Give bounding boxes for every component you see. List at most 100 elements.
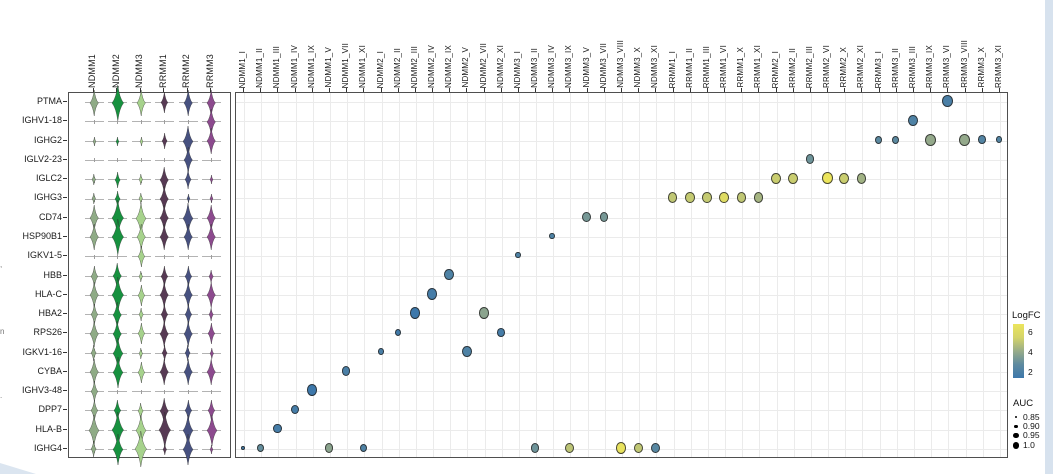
gridline-horizontal bbox=[236, 371, 1007, 373]
marker-dot-RRMM3_III bbox=[908, 114, 919, 127]
cluster-label: NDMM3_II bbox=[530, 48, 540, 88]
cluster-label: RRMM2_III bbox=[804, 45, 814, 88]
violin-shape bbox=[183, 359, 193, 386]
marker-dot-RRMM1_X bbox=[736, 192, 747, 203]
violin-shape bbox=[209, 308, 214, 322]
gridline-horizontal bbox=[236, 333, 1007, 335]
gridline-vertical bbox=[742, 93, 744, 457]
cluster-tick bbox=[466, 88, 468, 92]
gridline-horizontal bbox=[236, 102, 1007, 104]
gridline-vertical bbox=[536, 93, 538, 457]
gene-label: CYBA bbox=[37, 365, 62, 376]
violin-range-line bbox=[93, 158, 95, 163]
cluster-tick bbox=[895, 88, 897, 92]
violin-range-line bbox=[140, 389, 142, 394]
violin-shape bbox=[207, 128, 216, 155]
marker-dot-NDMM3_IX bbox=[565, 442, 574, 454]
violin-range-line bbox=[211, 158, 212, 163]
marker-dot-NDMM2_I bbox=[377, 348, 384, 355]
cluster-label: RRMM2_X bbox=[839, 47, 849, 88]
gene-label: IGLC2 bbox=[35, 173, 62, 184]
gene-label: IGHG2 bbox=[33, 134, 62, 145]
violin-range-line bbox=[164, 254, 165, 259]
gene-label: HLA-C bbox=[34, 288, 62, 299]
cluster-label: NDMM3_X bbox=[633, 47, 643, 88]
gridline-vertical bbox=[690, 93, 692, 457]
marker-dot-NDMM3_VII bbox=[599, 211, 609, 222]
cluster-label: NDMM3_VIII bbox=[616, 40, 625, 88]
marker-dot-NDMM2_IX bbox=[444, 268, 455, 281]
gene-label: IGLV2-23 bbox=[24, 153, 62, 164]
marker-dot-RRMM3_XI bbox=[996, 136, 1002, 144]
marker-dot-RRMM2_VI bbox=[821, 172, 833, 185]
cluster-label: NDMM3_IX bbox=[564, 45, 574, 88]
cluster-label: RRMM2_VI bbox=[822, 45, 832, 88]
auc-tick-label: 0.95 bbox=[1023, 430, 1040, 441]
gridline-horizontal bbox=[236, 391, 1007, 393]
gene-label: IGHG4 bbox=[33, 442, 62, 453]
violin-shape bbox=[91, 193, 97, 205]
marker-dot-NDMM2_V bbox=[461, 345, 472, 358]
violin-shape bbox=[209, 444, 214, 454]
marker-dot-RRMM2_II bbox=[787, 172, 798, 185]
cluster-tick bbox=[552, 88, 554, 92]
gridline-vertical bbox=[656, 93, 658, 457]
marker-dot-RRMM3_VIII bbox=[959, 133, 970, 146]
cluster-tick bbox=[500, 88, 502, 92]
violin-range-line bbox=[187, 254, 189, 259]
gene-tick bbox=[63, 274, 67, 276]
violin-range-line bbox=[140, 176, 142, 183]
cluster-tick bbox=[363, 88, 365, 92]
cluster-label: NDMM2_IX bbox=[444, 45, 454, 88]
gridline-vertical bbox=[501, 93, 503, 457]
cluster-label: NDMM1_XI bbox=[358, 45, 368, 88]
cluster-tick bbox=[998, 88, 1000, 92]
gene-tick bbox=[63, 255, 67, 257]
gene-tick bbox=[63, 197, 67, 199]
gene-tick bbox=[63, 216, 67, 218]
gridline-vertical bbox=[381, 93, 383, 457]
marker-dot-RRMM1_I bbox=[667, 192, 678, 203]
gridline-vertical bbox=[982, 93, 984, 457]
cluster-tick bbox=[449, 88, 451, 92]
gridline-vertical bbox=[879, 93, 881, 457]
cluster-tick bbox=[947, 88, 949, 92]
gridline-vertical bbox=[518, 93, 520, 457]
sample-tick bbox=[92, 88, 94, 92]
marker-dot-NDMM2_XI bbox=[497, 328, 505, 337]
marker-dot-RRMM2_I bbox=[770, 172, 781, 185]
violin-shape bbox=[90, 381, 98, 403]
gridline-vertical bbox=[347, 93, 349, 457]
marker-dot-RRMM1_III bbox=[702, 192, 712, 203]
gridline-horizontal bbox=[236, 314, 1007, 316]
cluster-label: NDMM1_V bbox=[323, 47, 333, 88]
cluster-tick bbox=[432, 88, 434, 92]
violin-shape bbox=[112, 356, 123, 388]
cluster-tick bbox=[569, 88, 571, 92]
gene-label: HSP90B1 bbox=[22, 230, 62, 241]
marker-dot-NDMM1_V bbox=[324, 442, 334, 454]
auc-legend-dot bbox=[1015, 416, 1017, 418]
gridline-vertical bbox=[295, 93, 297, 457]
gene-label: IGKV1-16 bbox=[22, 346, 62, 357]
violin-shape bbox=[138, 308, 144, 322]
logfc-tick-label: 2 bbox=[1028, 366, 1033, 377]
sample-label: NDMM2 bbox=[110, 54, 121, 88]
violin-shape bbox=[138, 174, 144, 186]
marker-dot-NDMM2_VII bbox=[478, 307, 489, 319]
cluster-label: NDMM3_XI bbox=[650, 45, 660, 88]
gene-label: HBB bbox=[43, 269, 62, 280]
gene-label: CD74 bbox=[38, 211, 62, 222]
cluster-label: NDMM1_VII bbox=[341, 42, 351, 88]
gridline-horizontal bbox=[236, 275, 1007, 277]
cluster-tick bbox=[586, 88, 588, 92]
gridline-vertical bbox=[896, 93, 898, 457]
marker-dot-NDMM1_I bbox=[241, 445, 246, 451]
violin-shape bbox=[209, 175, 214, 185]
violin-shape bbox=[160, 320, 169, 347]
marker-dot-NDMM1_IX bbox=[306, 384, 318, 397]
violin-range-line bbox=[117, 254, 118, 259]
violin-shape bbox=[114, 171, 121, 188]
cluster-tick bbox=[827, 88, 829, 92]
cluster-tick bbox=[655, 88, 657, 92]
